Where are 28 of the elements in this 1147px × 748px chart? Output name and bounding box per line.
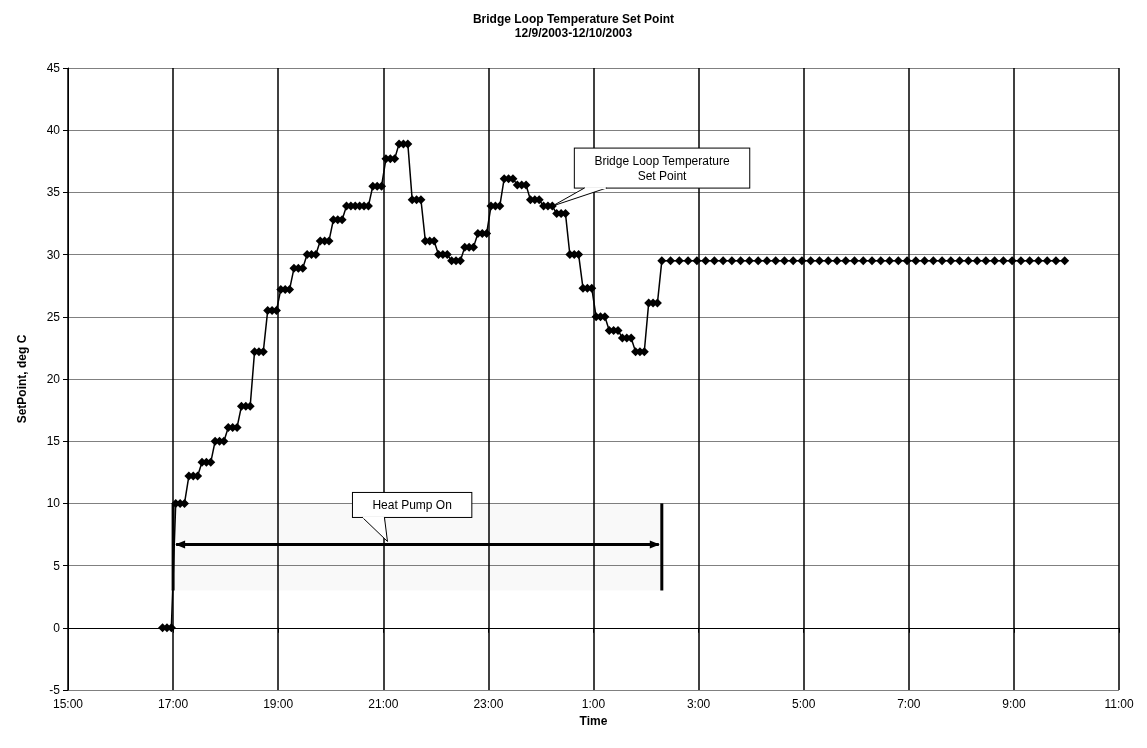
x-tick-label: 11:00 [1104, 697, 1134, 711]
y-tick-label: 30 [46, 247, 61, 262]
y-tick-label: 25 [46, 309, 61, 324]
x-tick-label: 3:00 [686, 697, 711, 711]
chart-subtitle: 12/9/2003-12/10/2003 [514, 26, 633, 40]
y-tick-label: 5 [53, 558, 61, 573]
x-axis-title: Time [579, 713, 608, 728]
x-tick-label: 19:00 [263, 697, 294, 711]
y-axis-title: SetPoint, deg C [15, 334, 29, 424]
y-tick-label: -5 [49, 683, 61, 697]
y-tick-label: 10 [46, 496, 61, 511]
x-tick-label: 17:00 [158, 697, 189, 711]
x-tick-label: 9:00 [1002, 697, 1026, 711]
x-tick-label: 23:00 [473, 697, 504, 711]
annotation: Bridge Loop Temperature Set Point [594, 154, 730, 184]
x-tick-label: 7:00 [897, 697, 921, 711]
x-tick-label: 15:00 [52, 697, 84, 711]
band-label: Heat Pump On [372, 498, 452, 513]
x-tick-label: 21:00 [368, 697, 399, 711]
y-tick-label: 20 [46, 372, 61, 386]
y-tick-label: 0 [53, 620, 61, 635]
y-tick-label: 45 [46, 61, 61, 75]
y-tick-label: 40 [46, 123, 61, 138]
chart-title: Bridge Loop Temperature Set Point [472, 12, 675, 26]
x-tick-label: 1:00 [581, 697, 606, 711]
x-tick-label: 5:00 [792, 697, 816, 711]
y-tick-label: 35 [46, 185, 61, 200]
y-tick-label: 15 [46, 434, 61, 449]
